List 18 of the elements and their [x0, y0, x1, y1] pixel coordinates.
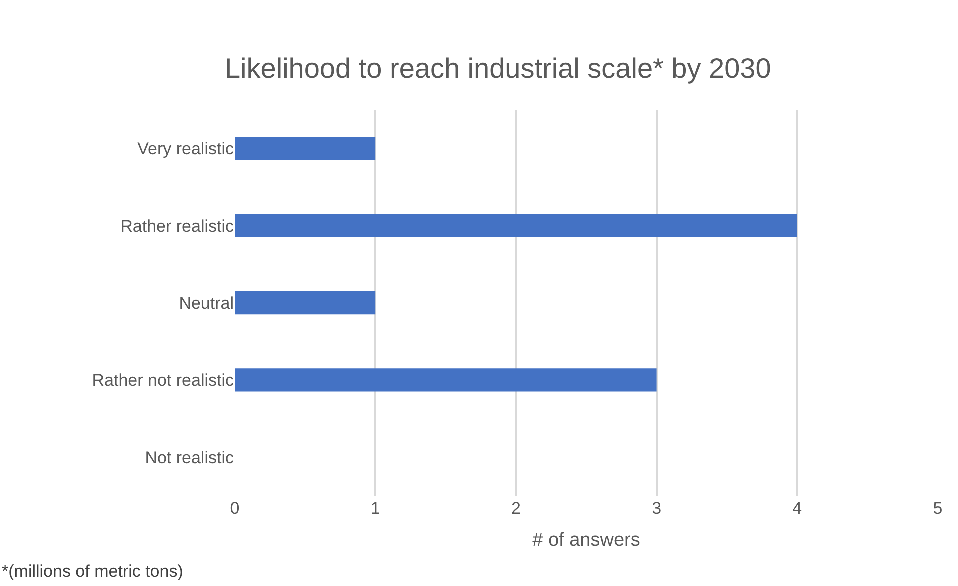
y-tick-label: Rather not realistic	[92, 371, 234, 390]
x-tick-label: 1	[370, 499, 380, 518]
x-tick-label: 2	[511, 499, 521, 518]
bar	[235, 214, 798, 238]
bar	[235, 137, 376, 160]
x-tick-label: 0	[230, 499, 240, 518]
bar	[235, 368, 657, 392]
bar	[235, 291, 376, 315]
text: *(millions of metric tons)	[2, 562, 184, 581]
x-tick-label: 5	[933, 499, 943, 518]
y-tick-label: Not realistic	[145, 448, 234, 468]
x-axis-title: # of answers	[532, 530, 640, 551]
y-tick-label: Neutral	[179, 294, 234, 313]
y-tick-label: Very realistic	[138, 140, 234, 159]
y-tick-label: Rather realistic	[120, 216, 234, 236]
x-tick-label: 3	[652, 499, 662, 518]
chart-title: Likelihood to reach industrial scale* by 2030	[224, 53, 772, 84]
x-tick-label: 4	[792, 499, 802, 518]
